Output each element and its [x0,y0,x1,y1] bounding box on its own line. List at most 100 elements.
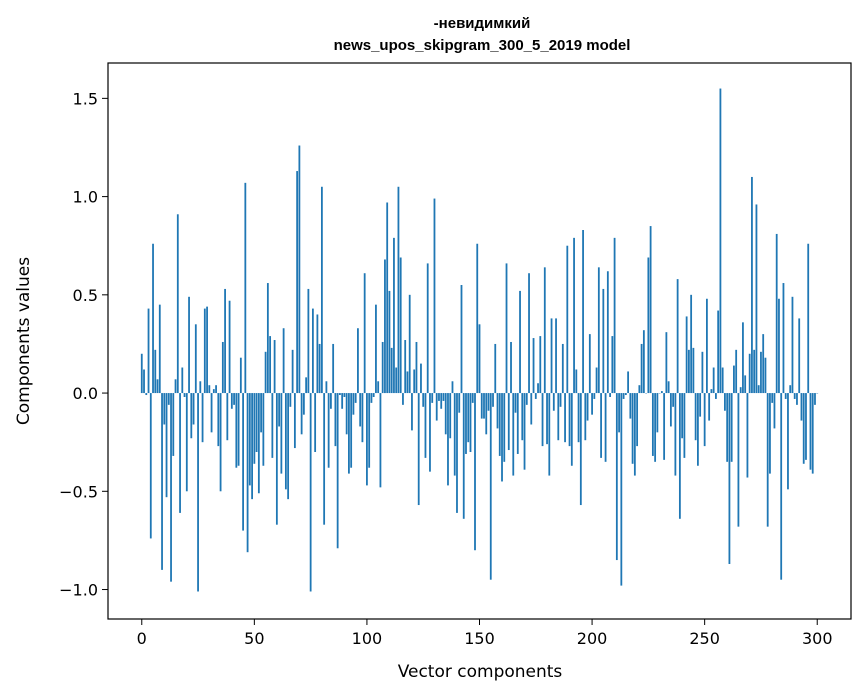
bar-127 [426,263,429,394]
bar-238 [676,279,679,394]
bar-156 [492,393,494,407]
bar-130 [433,198,436,394]
bar-176 [537,383,539,394]
bar-114 [397,186,400,394]
bar-3 [147,308,150,394]
bar-229 [656,393,659,433]
bar-0 [140,353,143,394]
bar-75 [309,393,312,592]
bar-66 [289,393,292,407]
bar-56 [266,283,269,394]
bar-133 [440,393,443,409]
bar-171 [525,393,528,405]
bar-213 [620,393,623,586]
bar-14 [172,393,175,456]
bar-286 [784,393,787,399]
bar-79 [318,343,321,394]
bar-146 [469,393,472,452]
bar-139 [453,393,456,476]
bar-228 [654,393,657,462]
bar-188 [564,393,566,443]
bar-63 [282,328,285,394]
bar-94 [352,393,355,415]
bar-76 [311,308,314,394]
bar-161 [503,393,506,462]
bar-93 [350,393,353,468]
bar-43 [237,393,240,466]
bar-227 [651,393,654,456]
bar-152 [483,393,485,419]
bar-9 [161,393,163,570]
bar-248 [699,393,702,417]
bar-241 [683,393,686,458]
bar-118 [406,371,409,394]
bar-39 [228,300,231,394]
bar-49 [251,393,253,500]
bar-204 [600,393,602,458]
bar-37 [224,288,226,394]
bar-86 [334,393,337,447]
bar-270 [748,353,751,394]
bar-48 [248,393,251,486]
bar-6 [154,349,157,394]
bar-186 [559,393,562,407]
bar-148 [474,393,476,551]
bar-177 [539,336,542,394]
y-tick-label-1: −0.5 [59,482,98,501]
bar-292 [798,318,801,394]
x-tick-label-3: 150 [464,629,495,648]
bar-232 [663,393,666,460]
bar-5 [152,243,154,394]
bar-212 [618,393,620,433]
bar-150 [478,324,481,394]
bar-158 [496,393,499,429]
bar-60 [275,393,278,525]
bar-293 [800,393,803,421]
bar-276 [762,334,765,394]
bar-129 [431,393,434,403]
bar-22 [190,393,193,439]
bar-41 [233,393,235,405]
bar-234 [667,381,670,394]
y-axis-ticks: −1.0 −0.5 0.0 0.5 1.0 1.5 [59,89,108,600]
bar-78 [316,314,319,394]
bar-107 [381,341,384,394]
bar-123 [417,393,420,506]
bar-282 [775,233,778,394]
bar-296 [807,243,810,394]
bar-85 [332,343,335,394]
bar-220 [636,393,639,447]
bar-145 [467,393,470,443]
bar-11 [165,393,168,498]
bar-243 [687,349,690,394]
bar-190 [568,393,571,447]
bar-281 [773,393,776,429]
bar-68 [293,393,296,449]
bar-28 [203,308,206,394]
bar-112 [393,237,395,394]
chart-title-line-2: news_upos_skipgram_300_5_2019 model [334,37,631,54]
bar-16 [176,214,179,394]
bar-13 [170,393,172,582]
bar-203 [597,267,600,394]
bar-73 [305,377,308,394]
bar-103 [372,393,375,397]
bar-205 [602,288,605,394]
bar-30 [208,385,211,394]
bar-52 [257,393,260,494]
bar-277 [764,357,767,394]
bar-131 [435,393,438,421]
bar-137 [449,393,452,439]
bar-18 [181,367,184,394]
bar-8 [158,304,161,394]
bar-249 [701,351,704,394]
bar-208 [609,393,611,397]
bar-195 [579,393,582,506]
bar-151 [480,393,483,419]
bar-155 [489,393,492,580]
bar-174 [532,338,535,394]
bar-198 [586,393,589,421]
bar-247 [697,393,699,466]
bar-38 [226,393,229,441]
bar-23 [192,393,195,425]
